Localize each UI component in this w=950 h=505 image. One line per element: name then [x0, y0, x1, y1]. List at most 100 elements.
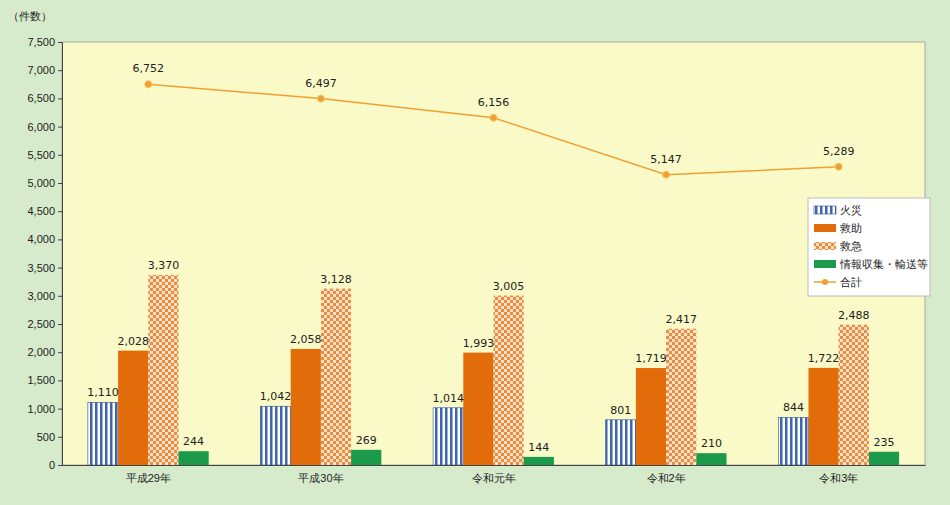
- data-label: 2,417: [665, 313, 697, 326]
- y-tick: 6,500: [27, 92, 62, 104]
- legend: 火災救助救急情報収集・輸送等合計: [808, 198, 930, 296]
- y-tick-label: 3,000: [27, 290, 55, 302]
- legend-box: [808, 198, 930, 296]
- y-tick-mark: [58, 437, 62, 438]
- data-label: 5,147: [650, 153, 682, 166]
- bar: [839, 325, 869, 465]
- background: [0, 0, 950, 505]
- bar: [148, 275, 178, 465]
- legend-label: 合計: [840, 276, 862, 289]
- bar: [696, 453, 726, 465]
- line: [148, 84, 838, 175]
- bar: [808, 368, 838, 465]
- legend-swatch: [814, 206, 836, 214]
- y-tick-mark: [58, 239, 62, 240]
- chart: 0 500 1,000 1,500 2,000 2,500 3,000 3,500 4,000 4…: [0, 0, 950, 505]
- bar: [433, 408, 463, 465]
- bar: [524, 457, 554, 465]
- legend-swatch: [822, 279, 828, 285]
- y-tick-label: 5,500: [27, 149, 55, 161]
- data-label: 235: [874, 436, 895, 449]
- y-tick-label: 3,500: [27, 262, 55, 274]
- bar: [118, 351, 148, 465]
- bar: [463, 353, 493, 465]
- line-marker: [490, 114, 497, 121]
- x-tick: 令和2年: [647, 465, 686, 484]
- y-tick: 7,500: [27, 36, 62, 48]
- y-tick-mark: [58, 324, 62, 325]
- x-tick: 平成29年: [126, 465, 171, 484]
- bar: [494, 296, 524, 465]
- bar: [321, 289, 351, 465]
- data-label: 6,156: [478, 96, 510, 109]
- y-tick: 3,500: [27, 262, 62, 274]
- y-tick-label: 6,500: [27, 92, 55, 104]
- data-label: 1,110: [87, 386, 119, 399]
- y-tick-mark: [58, 183, 62, 184]
- bar: [606, 420, 636, 465]
- y-tick: 1,500: [27, 374, 62, 386]
- data-label: 6,497: [305, 77, 337, 90]
- x-tick-label: 令和元年: [472, 472, 516, 484]
- bar: [351, 450, 381, 465]
- y-tick-label: 2,500: [27, 318, 55, 330]
- data-label: 5,289: [823, 145, 855, 158]
- x-tick-label: 令和2年: [647, 472, 686, 484]
- line-marker: [663, 171, 670, 178]
- y-tick-mark: [58, 296, 62, 297]
- data-label: 3,005: [493, 280, 525, 293]
- bar: [869, 452, 899, 465]
- y-tick-label: 500: [37, 431, 55, 443]
- data-label: 210: [701, 437, 722, 450]
- y-tick-mark: [58, 409, 62, 410]
- x-tick: 平成30年: [298, 465, 343, 484]
- y-tick: 5,500: [27, 149, 62, 161]
- x-tick: 令和元年: [472, 465, 516, 484]
- data-label: 2,488: [838, 309, 870, 322]
- y-tick: 7,000: [27, 64, 62, 76]
- plot-area: [62, 42, 925, 465]
- y-tick-mark: [58, 465, 62, 466]
- line-marker: [145, 81, 152, 88]
- y-axis: 0 500 1,000 1,500 2,000 2,500 3,000 3,500 4,000 4…: [27, 36, 62, 471]
- y-tick-label: 4,500: [27, 205, 55, 217]
- y-tick: 1,000: [27, 403, 62, 415]
- data-label: 1,993: [463, 337, 495, 350]
- data-label: 1,722: [808, 352, 840, 365]
- y-tick-label: 1,500: [27, 374, 55, 386]
- bar: [778, 417, 808, 465]
- y-tick: 0: [49, 459, 62, 471]
- legend-label: 情報収集・輸送等: [839, 258, 928, 271]
- y-tick-label: 2,000: [27, 346, 55, 358]
- y-tick-label: 4,000: [27, 233, 55, 245]
- data-label: 1,719: [635, 352, 667, 365]
- data-label: 2,028: [117, 335, 149, 348]
- y-tick: 5,000: [27, 177, 62, 189]
- y-tick-label: 0: [49, 459, 55, 471]
- y-tick-mark: [58, 42, 62, 43]
- y-tick-mark: [58, 352, 62, 353]
- bar: [636, 368, 666, 465]
- y-tick: 4,500: [27, 205, 62, 217]
- y-tick: 3,000: [27, 290, 62, 302]
- data-label: 1,042: [260, 390, 292, 403]
- data-labels: 1,1101,0421,0148018442,0282,0581,9931,71…: [87, 62, 894, 454]
- data-label: 1,014: [432, 392, 464, 405]
- line-marker: [835, 163, 842, 170]
- marks: [88, 81, 899, 465]
- y-tick: 500: [37, 431, 62, 443]
- legend-swatch: [814, 224, 836, 232]
- data-label: 144: [528, 441, 549, 454]
- y-tick: 4,000: [27, 233, 62, 245]
- y-tick: 6,000: [27, 121, 62, 133]
- bar: [88, 402, 118, 465]
- bar: [179, 451, 209, 465]
- x-tick-label: 平成30年: [298, 472, 343, 484]
- y-tick: 2,000: [27, 346, 62, 358]
- y-tick-mark: [58, 268, 62, 269]
- y-tick-label: 1,000: [27, 403, 55, 415]
- y-tick: 2,500: [27, 318, 62, 330]
- data-label: 244: [183, 435, 204, 448]
- y-axis-title: （件数）: [8, 10, 52, 23]
- y-tick-label: 7,500: [27, 36, 55, 48]
